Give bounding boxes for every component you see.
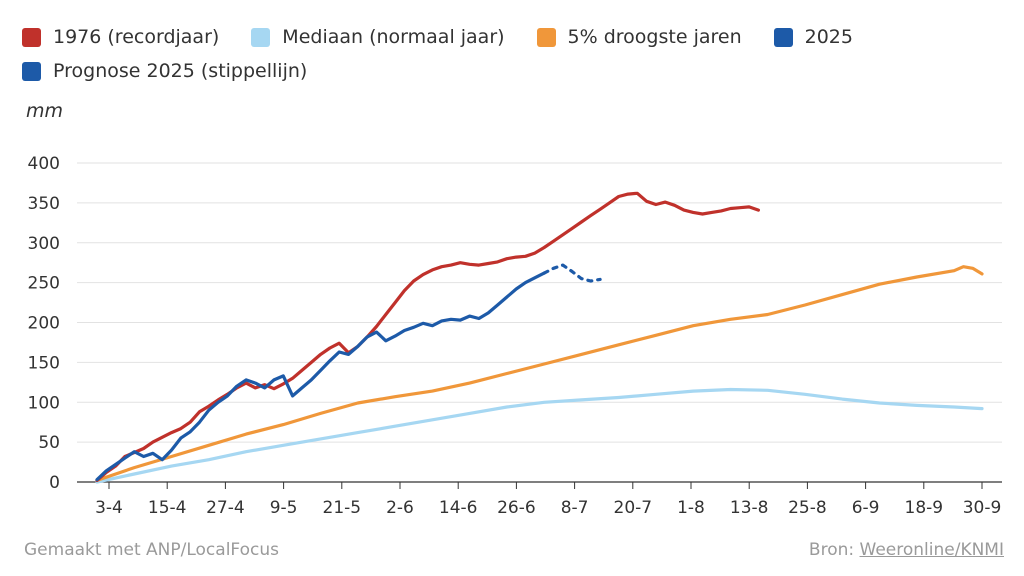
legend-swatch: [536, 27, 556, 47]
series-line-1: [95, 191, 761, 482]
x-tick-label: 13-8: [730, 498, 769, 518]
legend-label: 5% droogste jaren: [567, 26, 742, 48]
legend-item: 1976 (recordjaar): [22, 26, 219, 48]
legend-item: Mediaan (normaal jaar): [251, 26, 505, 48]
y-tick-label: 350: [28, 194, 60, 214]
x-tick-label: 18-9: [905, 498, 944, 518]
series-line-3: [95, 265, 984, 482]
y-tick-label: 250: [28, 274, 60, 294]
legend-item: 5% droogste jaren: [536, 26, 742, 48]
series-line-4: [95, 271, 546, 482]
x-tick-label: 1-8: [677, 498, 705, 518]
series-lines: [95, 191, 984, 484]
y-tick-label: 400: [28, 154, 60, 174]
x-tick-label: 6-9: [852, 498, 880, 518]
y-tick-label: 100: [28, 393, 60, 413]
y-axis-unit: mm: [26, 100, 64, 122]
x-axis: 3-4 15-4 27-4 9-5 21-5 2-6 14-6 26-6 8-7 20-7 1-8 1…: [77, 481, 1002, 518]
y-tick-label: 300: [28, 234, 60, 254]
source-credit: Bron: Weeronline/KNMI: [809, 540, 1004, 560]
source-link[interactable]: Weeronline/KNMI: [859, 540, 1004, 560]
made-with-credit: Gemaakt met ANP/LocalFocus: [24, 540, 279, 560]
chart-legend: 1976 (recordjaar) Mediaan (normaal jaar) 5…: [22, 20, 1002, 88]
legend-label: 1976 (recordjaar): [53, 26, 220, 48]
x-tick-label: 2-6: [386, 498, 414, 518]
x-tick-label: 27-4: [206, 498, 245, 518]
legend-label: Prognose 2025 (stippellijn): [53, 60, 308, 82]
x-tick-label: 8-7: [561, 498, 589, 518]
legend-row: Prognose 2025 (stippellijn): [22, 54, 1002, 88]
x-tick-label: 14-6: [439, 498, 478, 518]
x-tick-label: 20-7: [614, 498, 653, 518]
source-label: Bron:: [808, 540, 855, 560]
y-tick-label: 200: [28, 314, 60, 334]
x-tick-label: 25-8: [788, 498, 827, 518]
x-tick-label: 21-5: [323, 498, 362, 518]
legend-label: Mediaan (normaal jaar): [282, 26, 505, 48]
x-tick-label: 30-9: [963, 498, 1002, 518]
legend-item: 2025: [773, 26, 853, 48]
legend-swatch: [251, 27, 271, 47]
legend-swatch: [22, 61, 41, 81]
x-tick-label: 26-6: [497, 498, 536, 518]
legend-item: Prognose 2025 (stippellijn): [22, 60, 307, 82]
x-tick-label: 3-4: [95, 498, 123, 518]
y-axis: 0 50 100 150 200 250 300 350 400: [28, 154, 60, 493]
x-tick-label: 15-4: [148, 498, 187, 518]
grid-lines: [77, 162, 1002, 483]
y-tick-label: 50: [38, 433, 60, 453]
legend-label: 2025: [804, 26, 853, 48]
legend-swatch: [22, 27, 41, 47]
series-line-5: [542, 263, 602, 283]
series-line-2: [95, 387, 984, 484]
legend-row: 1976 (recordjaar) Mediaan (normaal jaar) 5…: [22, 20, 1002, 54]
y-tick-label: 0: [49, 473, 60, 493]
y-tick-label: 150: [28, 353, 60, 373]
legend-swatch: [773, 27, 793, 47]
x-tick-label: 9-5: [270, 498, 298, 518]
